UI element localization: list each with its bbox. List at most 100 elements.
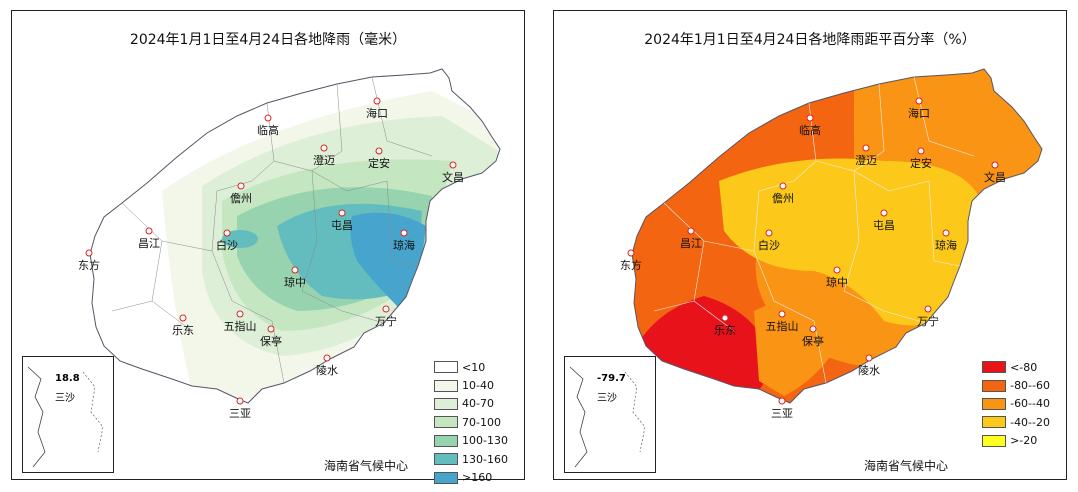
city-marker-icon (778, 397, 786, 405)
legend-swatch (434, 397, 459, 410)
city-label: 澄迈 (313, 154, 335, 167)
legend-label: 130-160 (462, 452, 508, 466)
city-label: 东方 (78, 259, 100, 272)
rainfall-map-title: 2024年1月1日至4月24日各地降雨（毫米） (129, 32, 407, 48)
legend-swatch (982, 434, 1007, 447)
city-label: 保亭 (260, 335, 282, 348)
anomaly-map-panel: 2024年1月1日至4月24日各地降雨距平百分率（%） -79.7 三沙 <-8… (553, 10, 1067, 480)
city-label: 屯昌 (873, 219, 895, 232)
sansha-label: 三沙 (55, 393, 75, 404)
legend-entry: 40-70 (434, 395, 508, 413)
legend-entry: 100-130 (434, 432, 508, 450)
city-marker-icon (862, 144, 870, 152)
legend-swatch (982, 379, 1007, 392)
legend-swatch (982, 361, 1007, 374)
legend-entry: 130-160 (434, 450, 508, 468)
anomaly-legend: <-80 -80--60 -60--40 -40--20 >-20 (982, 358, 1050, 450)
city-label: 三亚 (771, 407, 793, 420)
sansha-inset-outline (27, 366, 104, 468)
city-marker-icon (779, 182, 787, 190)
legend-label: 100-130 (462, 434, 508, 448)
city-marker-icon (917, 147, 925, 155)
city-label: 琼海 (935, 239, 957, 252)
credit-label: 海南省气候中心 (864, 459, 949, 473)
city-label: 琼海 (393, 239, 415, 252)
city-marker-icon (382, 305, 390, 313)
city-marker-icon (880, 209, 888, 217)
city-marker-icon (323, 354, 331, 362)
city-label: 乐东 (172, 324, 194, 337)
legend-swatch (434, 361, 459, 374)
city-marker-icon (765, 229, 773, 237)
city-marker-icon (264, 114, 272, 122)
city-marker-icon (865, 354, 873, 362)
legend-entry: >160 (434, 468, 508, 486)
sansha-inset-map: 18.8 三沙 (22, 356, 114, 473)
city-label: 陵水 (858, 364, 880, 377)
legend-swatch (982, 397, 1007, 410)
city-marker-icon (915, 97, 923, 105)
city-marker-icon (833, 266, 841, 274)
city-label: 五指山 (765, 320, 799, 333)
city-label: 保亭 (802, 335, 824, 348)
legend-swatch (982, 416, 1007, 429)
city-label: 文昌 (442, 171, 464, 184)
city-marker-icon (991, 161, 999, 169)
legend-swatch (434, 434, 459, 447)
city-label: 琼中 (284, 276, 306, 289)
legend-label: 40-70 (462, 397, 494, 411)
rainfall-legend: <10 10-40 40-70 70-100 100-130 130-160 >160 (434, 358, 508, 487)
city-label: 昌江 (138, 237, 160, 250)
city-label: 临高 (799, 124, 821, 137)
legend-label: <10 (462, 360, 486, 374)
sansha-inset-map: -79.7 三沙 (564, 356, 656, 473)
city-label: 定安 (368, 157, 390, 170)
city-label: 陵水 (316, 364, 338, 377)
city-marker-icon (373, 97, 381, 105)
city-label: 万宁 (917, 315, 939, 328)
legend-label: <-80 (1010, 360, 1038, 374)
city-label: 乐东 (714, 324, 736, 337)
city-label: 儋州 (230, 192, 252, 205)
legend-label: -60--40 (1010, 397, 1050, 411)
city-label: 五指山 (223, 320, 257, 333)
sansha-value: 18.8 (55, 373, 80, 384)
city-marker-icon (806, 114, 814, 122)
city-marker-icon (236, 397, 244, 405)
sansha-label: 三沙 (597, 393, 617, 404)
legend-entry: 70-100 (434, 413, 508, 431)
city-marker-icon (924, 305, 932, 313)
city-marker-icon (942, 229, 950, 237)
legend-label: 70-100 (462, 415, 501, 429)
city-label: 海口 (366, 107, 388, 120)
city-marker-icon (237, 182, 245, 190)
city-marker-icon (223, 229, 231, 237)
city-label: 澄迈 (855, 154, 877, 167)
legend-label: -40--20 (1010, 415, 1050, 429)
city-marker-icon (375, 147, 383, 155)
city-marker-icon (809, 325, 817, 333)
city-marker-icon (236, 310, 244, 318)
city-marker-icon (627, 249, 635, 257)
city-label: 文昌 (984, 171, 1006, 184)
legend-label: >-20 (1010, 434, 1038, 448)
city-label: 琼中 (826, 276, 848, 289)
city-label: 定安 (910, 157, 932, 170)
legend-label: >160 (462, 471, 493, 485)
legend-entry: -40--20 (982, 413, 1050, 431)
city-marker-icon (778, 310, 786, 318)
city-label: 屯昌 (331, 219, 353, 232)
city-marker-icon (400, 229, 408, 237)
city-marker-icon (721, 314, 729, 322)
city-marker-icon (687, 227, 695, 235)
city-label: 临高 (257, 124, 279, 137)
city-marker-icon (145, 227, 153, 235)
city-marker-icon (179, 314, 187, 322)
city-label: 白沙 (216, 239, 238, 252)
legend-entry: 10-40 (434, 376, 508, 394)
anomaly-map (631, 68, 1043, 404)
credit-label: 海南省气候中心 (324, 459, 409, 473)
legend-swatch (434, 453, 459, 466)
legend-entry: <-80 (982, 358, 1050, 376)
legend-entry: <10 (434, 358, 508, 376)
